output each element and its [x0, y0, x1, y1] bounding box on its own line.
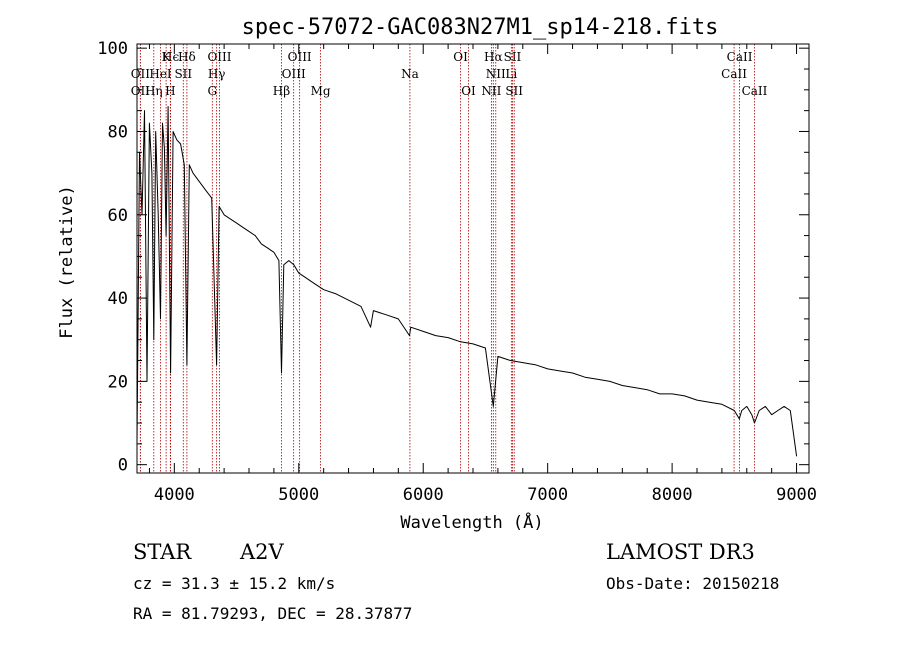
spectral-line-label: NII — [486, 67, 506, 81]
spectral-line-label: Hγ — [208, 67, 226, 81]
spectral-line-label: NII — [481, 84, 501, 98]
spectral-line-label: Na — [401, 67, 419, 81]
x-tick-label: 9000 — [776, 485, 817, 505]
spectral-line-label: H — [165, 84, 175, 98]
spectral-line-label: K — [162, 50, 172, 64]
object-subclass: A2V — [240, 540, 284, 564]
plot-frame — [136, 43, 810, 474]
spectral-line-label: OIII — [282, 67, 306, 81]
y-tick-label: 60 — [108, 206, 128, 226]
spectral-line-label: Hα — [484, 50, 503, 64]
spectral-line-label: OII — [131, 84, 151, 98]
spectral-line-label: HeI — [149, 67, 172, 81]
spectral-line-label: OI — [461, 84, 476, 98]
spectral-line-label: CaII — [721, 67, 747, 81]
y-tick-label: 80 — [108, 122, 128, 142]
series-layer — [136, 106, 798, 457]
spectral-line-label: SII — [504, 50, 522, 64]
spectral-line-label: CaII — [742, 84, 768, 98]
y-tick-label: 20 — [108, 372, 128, 392]
survey-name: LAMOST DR3 — [606, 540, 755, 564]
axes-layer: 4000 5000 6000 7000 8000 9000 0 20 40 60 80 100 — [97, 39, 817, 505]
y-axis-label: Flux (relative) — [57, 185, 77, 339]
spectral-line-label: SII — [505, 84, 523, 98]
x-tick-label: 6000 — [403, 485, 444, 505]
spectral-line-label: Hη — [145, 84, 163, 98]
spectrum-series-line — [136, 106, 798, 457]
object-class: STAR — [133, 540, 192, 564]
redshift-cz: cz = 31.3 ± 15.2 km/s — [133, 574, 336, 593]
y-tick-label: 0 — [118, 456, 128, 476]
x-tick-label: 4000 — [154, 485, 195, 505]
spectral-line-label: Hδ — [178, 50, 196, 64]
spectral-line-label: CaII — [727, 50, 753, 64]
chart-title: spec-57072-GAC083N27M1_sp14-218.fits — [242, 15, 719, 40]
ra-dec: RA = 81.79293, DEC = 28.37877 — [133, 604, 413, 623]
spectral-line-label: Mg — [311, 84, 331, 98]
spectral-line-label: OIII — [207, 50, 231, 64]
x-tick-label: 8000 — [652, 485, 693, 505]
spectral-line-label: Li — [505, 67, 517, 81]
spectral-line-label: Hβ — [273, 84, 290, 98]
obs-date: Obs-Date: 20150218 — [606, 574, 780, 593]
x-tick-label: 5000 — [278, 485, 319, 505]
y-tick-label: 40 — [108, 289, 128, 309]
spectral-line-label: OI — [453, 50, 468, 64]
spectral-line-label: OIII — [288, 50, 312, 64]
y-tick-label: 100 — [97, 39, 128, 59]
spectral-line-label: G — [207, 84, 217, 98]
spectral-line-label: SII — [174, 67, 192, 81]
x-axis-label: Wavelength (Å) — [400, 511, 543, 533]
x-tick-label: 7000 — [527, 485, 568, 505]
